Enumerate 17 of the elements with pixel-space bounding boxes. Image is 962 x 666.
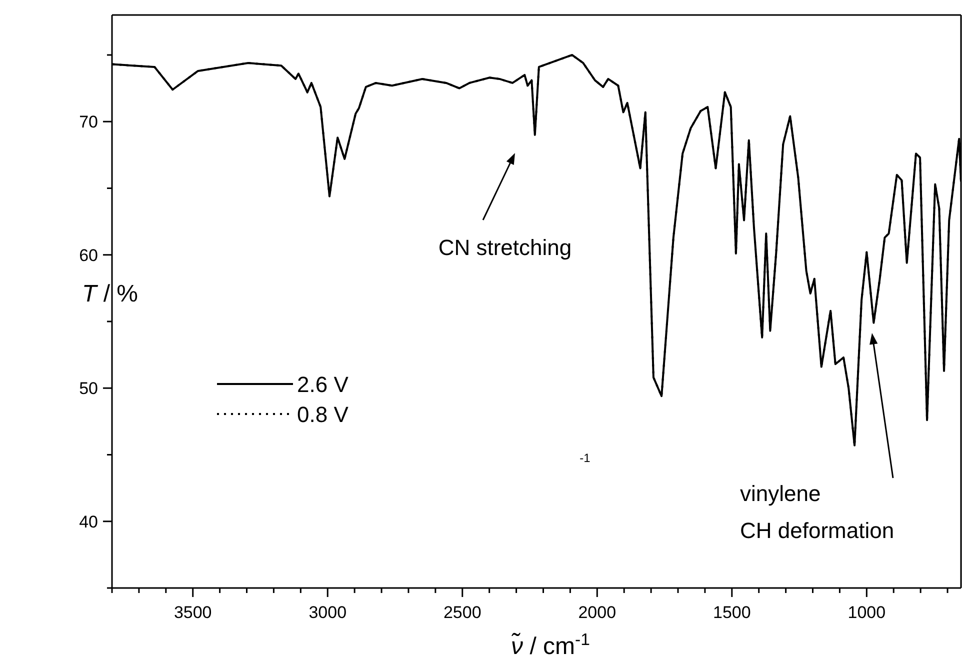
y-tick-label: 60 bbox=[79, 246, 98, 265]
annotation: CN stretching bbox=[438, 235, 572, 260]
x-tick-label: 1000 bbox=[848, 603, 886, 622]
x-tick-label: 3500 bbox=[174, 603, 212, 622]
y-tick-label: 50 bbox=[79, 379, 98, 398]
x-axis-title: ν̃ / cm$^{-1}$ bbox=[511, 630, 590, 660]
x-tick-label: 2500 bbox=[443, 603, 482, 622]
x-tick-label: 3000 bbox=[308, 603, 347, 622]
y-tick-label: 40 bbox=[79, 512, 98, 532]
y-tick-label: 70 bbox=[79, 112, 98, 132]
legend-label: 0.8 V bbox=[297, 402, 349, 427]
y-axis-title: T / % bbox=[82, 280, 138, 308]
legend-label: 2.6 V bbox=[297, 372, 349, 397]
x-tick-label: 1500 bbox=[712, 603, 751, 622]
annotation: -1 bbox=[580, 451, 591, 465]
x-tick-label: 2000 bbox=[578, 603, 616, 622]
annotation: vinylene CH deformation bbox=[740, 481, 894, 543]
